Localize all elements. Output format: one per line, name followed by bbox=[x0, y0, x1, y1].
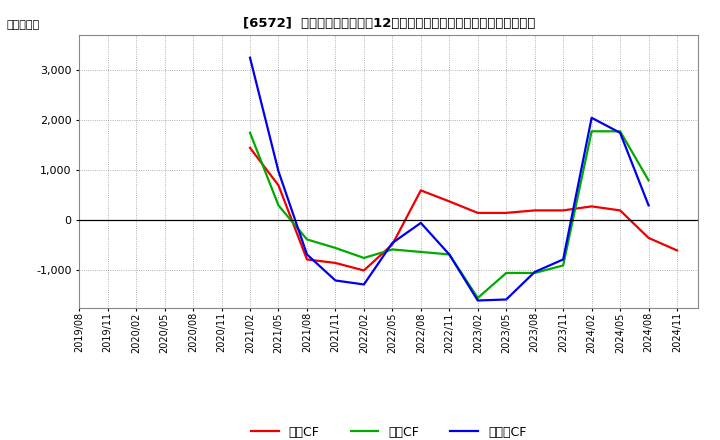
投賁CF bbox=[274, 203, 283, 208]
営業CF bbox=[388, 242, 397, 247]
フリーCF bbox=[274, 169, 283, 174]
Line: フリーCF: フリーCF bbox=[250, 58, 649, 301]
フリーCF bbox=[588, 115, 596, 121]
投賁CF bbox=[416, 249, 425, 255]
フリーCF bbox=[644, 203, 653, 208]
営業CF bbox=[331, 260, 340, 266]
フリーCF bbox=[302, 252, 311, 257]
フリーCF bbox=[359, 282, 368, 287]
営業CF bbox=[672, 248, 681, 253]
Title: [6572]  キャッシュフローの12か月移動合計の対前年同期増減額の推移: [6572] キャッシュフローの12か月移動合計の対前年同期増減額の推移 bbox=[243, 17, 535, 30]
フリーCF bbox=[416, 220, 425, 226]
Legend: 営業CF, 投賁CF, フリーCF: 営業CF, 投賁CF, フリーCF bbox=[246, 421, 531, 440]
営業CF bbox=[559, 208, 567, 213]
営業CF bbox=[359, 268, 368, 273]
投賁CF bbox=[474, 295, 482, 301]
Line: 営業CF: 営業CF bbox=[250, 148, 677, 271]
フリーCF bbox=[474, 298, 482, 303]
投賁CF bbox=[644, 178, 653, 183]
投賁CF bbox=[588, 128, 596, 134]
営業CF bbox=[274, 183, 283, 188]
投賁CF bbox=[246, 130, 254, 136]
フリーCF bbox=[502, 297, 510, 302]
フリーCF bbox=[388, 240, 397, 246]
フリーCF bbox=[246, 55, 254, 60]
営業CF bbox=[502, 210, 510, 216]
営業CF bbox=[445, 199, 454, 204]
フリーCF bbox=[445, 252, 454, 257]
フリーCF bbox=[331, 278, 340, 283]
投賁CF bbox=[302, 237, 311, 242]
投賁CF bbox=[331, 245, 340, 250]
投賁CF bbox=[502, 270, 510, 275]
営業CF bbox=[588, 204, 596, 209]
営業CF bbox=[302, 257, 311, 262]
投賁CF bbox=[531, 270, 539, 275]
投賁CF bbox=[445, 252, 454, 257]
営業CF bbox=[531, 208, 539, 213]
フリーCF bbox=[616, 130, 624, 136]
営業CF bbox=[416, 188, 425, 193]
投賁CF bbox=[359, 255, 368, 260]
投賁CF bbox=[388, 247, 397, 252]
営業CF bbox=[246, 145, 254, 150]
フリーCF bbox=[559, 257, 567, 262]
投賁CF bbox=[559, 263, 567, 268]
投賁CF bbox=[616, 128, 624, 134]
Line: 投賁CF: 投賁CF bbox=[250, 131, 649, 298]
営業CF bbox=[616, 208, 624, 213]
フリーCF bbox=[531, 269, 539, 275]
営業CF bbox=[474, 210, 482, 216]
営業CF bbox=[644, 235, 653, 241]
Y-axis label: （百万円）: （百万円） bbox=[7, 20, 40, 30]
